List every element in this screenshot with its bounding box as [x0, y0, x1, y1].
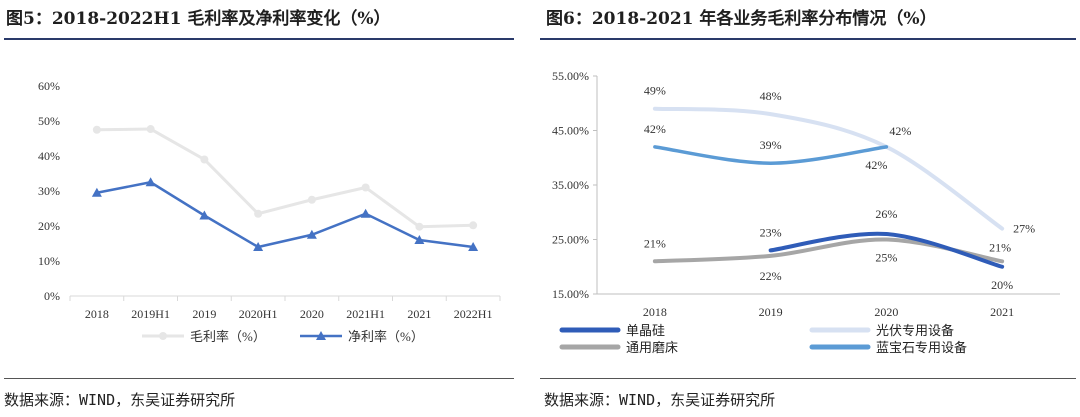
y-tick-label: 55.00% [552, 69, 589, 83]
data-point-gross-margin [361, 183, 370, 192]
y-tick-label: 45.00% [552, 124, 589, 138]
left-chart-title: 图5：2018-2022H1 毛利率及净利率变化（%） [6, 9, 391, 29]
data-label: 48% [760, 89, 782, 103]
data-point-gross-margin [469, 221, 478, 230]
x-tick-label: 2018 [643, 305, 667, 319]
data-label: 21% [989, 240, 1011, 254]
x-tick-label: 2020H1 [239, 307, 278, 321]
data-label: 42% [865, 158, 887, 172]
data-point-net-margin [91, 187, 102, 197]
data-point-gross-margin [307, 195, 316, 204]
data-label: 20% [991, 278, 1013, 292]
x-tick-label: 2019H1 [131, 307, 170, 321]
left-chart-svg: 0% 10% 20% 30% 40% 50% 60% 2018 2019H1 2019 2020H1… [38, 79, 501, 344]
data-point-net-margin [306, 229, 317, 239]
right-chart-panel: 图6：2018-2021 年各业务毛利率分布情况（%） 15.00% 25.00%… [540, 0, 1080, 417]
x-tick-label: 2021H1 [346, 307, 385, 321]
data-point-net-margin [199, 210, 210, 220]
data-label: 42% [644, 122, 666, 136]
x-tick-label: 2019 [192, 307, 216, 321]
y-tick-label: 20% [38, 219, 60, 233]
x-tick-label: 2022H1 [454, 307, 493, 321]
data-point-gross-margin [200, 155, 209, 164]
data-point-gross-margin [146, 125, 155, 134]
data-point-net-margin [253, 242, 264, 251]
legend-label: 通用磨床 [626, 340, 678, 355]
legend-label: 单晶硅 [626, 323, 665, 338]
series-line-pv-equipment [652, 106, 1005, 231]
data-label: 23% [760, 225, 782, 239]
data-label: 21% [644, 236, 666, 250]
left-chart-panel: 图5：2018-2022H1 毛利率及净利率变化（%） 0% 10% 20% 30% 4… [0, 0, 520, 417]
y-tick-label: 0% [44, 289, 60, 303]
data-label: 27% [1013, 222, 1035, 236]
y-tick-label: 50% [38, 114, 60, 128]
data-label: 49% [644, 84, 666, 98]
data-label: 39% [760, 138, 782, 152]
x-tick-label: 2019 [759, 305, 783, 319]
y-tick-label: 15.00% [552, 287, 589, 301]
left-source-note: 数据来源：WIND，东吴证券研究所 [4, 391, 236, 409]
data-label: 42% [889, 124, 911, 138]
legend-label: 净利率（%） [348, 329, 424, 344]
right-source-rule [540, 378, 1076, 379]
right-chart-title: 图6：2018-2021 年各业务毛利率分布情况（%） [546, 9, 937, 29]
right-source-note: 数据来源：WIND，东吴证券研究所 [544, 391, 776, 409]
legend-label: 蓝宝石专用设备 [876, 340, 967, 355]
y-tick-label: 35.00% [552, 178, 589, 192]
series-line-mono-si [768, 231, 1005, 269]
data-label: 22% [760, 269, 782, 283]
x-tick-label: 2018 [85, 307, 109, 321]
legend-label: 毛利率（%） [190, 329, 266, 344]
series-line-net-margin [96, 180, 474, 249]
y-tick-label: 25.00% [552, 233, 589, 247]
data-point-net-margin [360, 208, 371, 218]
data-label: 26% [875, 207, 897, 221]
x-tick-label: 2021 [990, 305, 1014, 319]
data-point-net-margin [414, 235, 425, 244]
data-point-net-margin [145, 177, 156, 187]
y-tick-label: 10% [38, 254, 60, 268]
right-title-rule [540, 38, 1076, 40]
data-point-net-margin [468, 242, 479, 251]
x-tick-label: 2020 [300, 307, 324, 321]
data-point-gross-margin [415, 222, 424, 231]
left-title-rule [4, 38, 514, 40]
y-tick-label: 40% [38, 149, 60, 163]
data-point-gross-margin [254, 209, 263, 218]
x-tick-label: 2021 [407, 307, 431, 321]
legend-marker [159, 332, 167, 340]
y-tick-label: 30% [38, 184, 60, 198]
y-tick-label: 60% [38, 79, 60, 93]
data-label: 25% [875, 251, 897, 265]
left-source-rule [4, 378, 514, 379]
right-chart-svg: 15.00% 25.00% 35.00% 45.00% 55.00% 2018 2019 20… [552, 69, 1060, 355]
series-line-gross-margin [96, 127, 474, 229]
data-point-gross-margin [92, 125, 101, 134]
legend-marker [316, 331, 326, 340]
legend-label: 光伏专用设备 [876, 323, 954, 338]
x-tick-label: 2020 [874, 305, 898, 319]
series-line-sapphire-equipment [653, 145, 889, 165]
